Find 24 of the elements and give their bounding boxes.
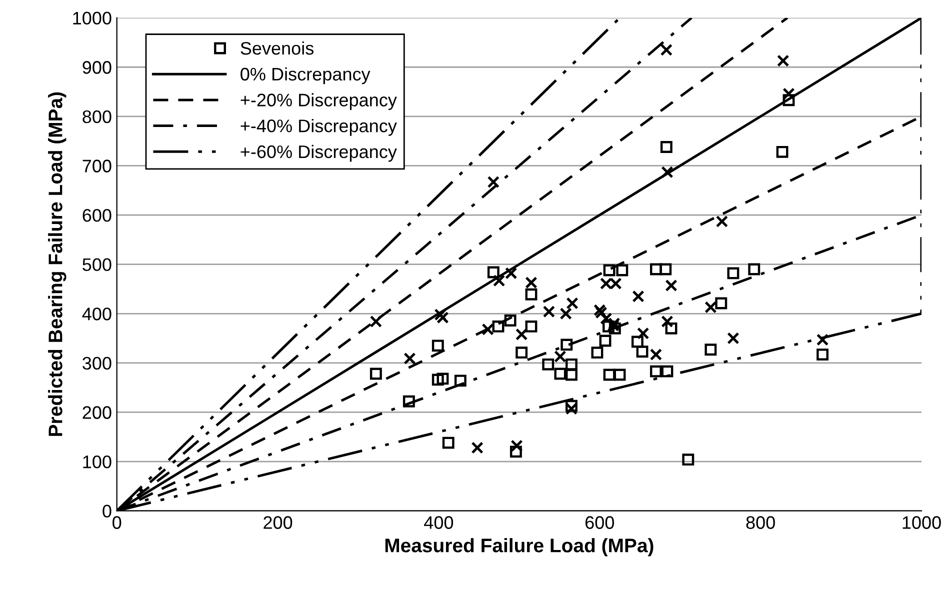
- y-tick-label: 600: [82, 208, 112, 222]
- y-tick-label: 400: [82, 308, 112, 320]
- legend-label: 0% Discrepancy: [240, 67, 370, 84]
- x-tick-label: 200: [264, 516, 292, 529]
- y-axis-title: Predicted Bearing Failure Load (MPa): [48, 92, 66, 436]
- legend-label: +-40% Discrepancy: [240, 119, 397, 136]
- y-tick-label: 200: [82, 406, 112, 419]
- y-tick-label: 500: [82, 258, 112, 272]
- x-tick-label: 1000: [902, 516, 941, 529]
- y-tick-label: 0: [102, 504, 112, 518]
- y-tick-label: 1000: [73, 12, 112, 25]
- x-tick-label: 400: [424, 516, 454, 529]
- x-tick-label: 600: [585, 516, 614, 529]
- y-tick-label: 100: [83, 455, 112, 468]
- legend-label: +-20% Discrepancy: [240, 93, 397, 110]
- legend-label: Sevenois: [240, 41, 314, 55]
- x-tick-label: 0: [112, 516, 122, 529]
- x-axis-title: Measured Failure Load (MPa): [385, 538, 654, 556]
- x-tick-label: 800: [746, 516, 775, 529]
- legend-label: +-60% Discrepancy: [240, 144, 397, 162]
- y-tick-label: 300: [82, 356, 112, 370]
- y-tick-label: 900: [82, 61, 112, 74]
- y-tick-label: 700: [82, 160, 112, 172]
- y-tick-label: 800: [82, 110, 112, 124]
